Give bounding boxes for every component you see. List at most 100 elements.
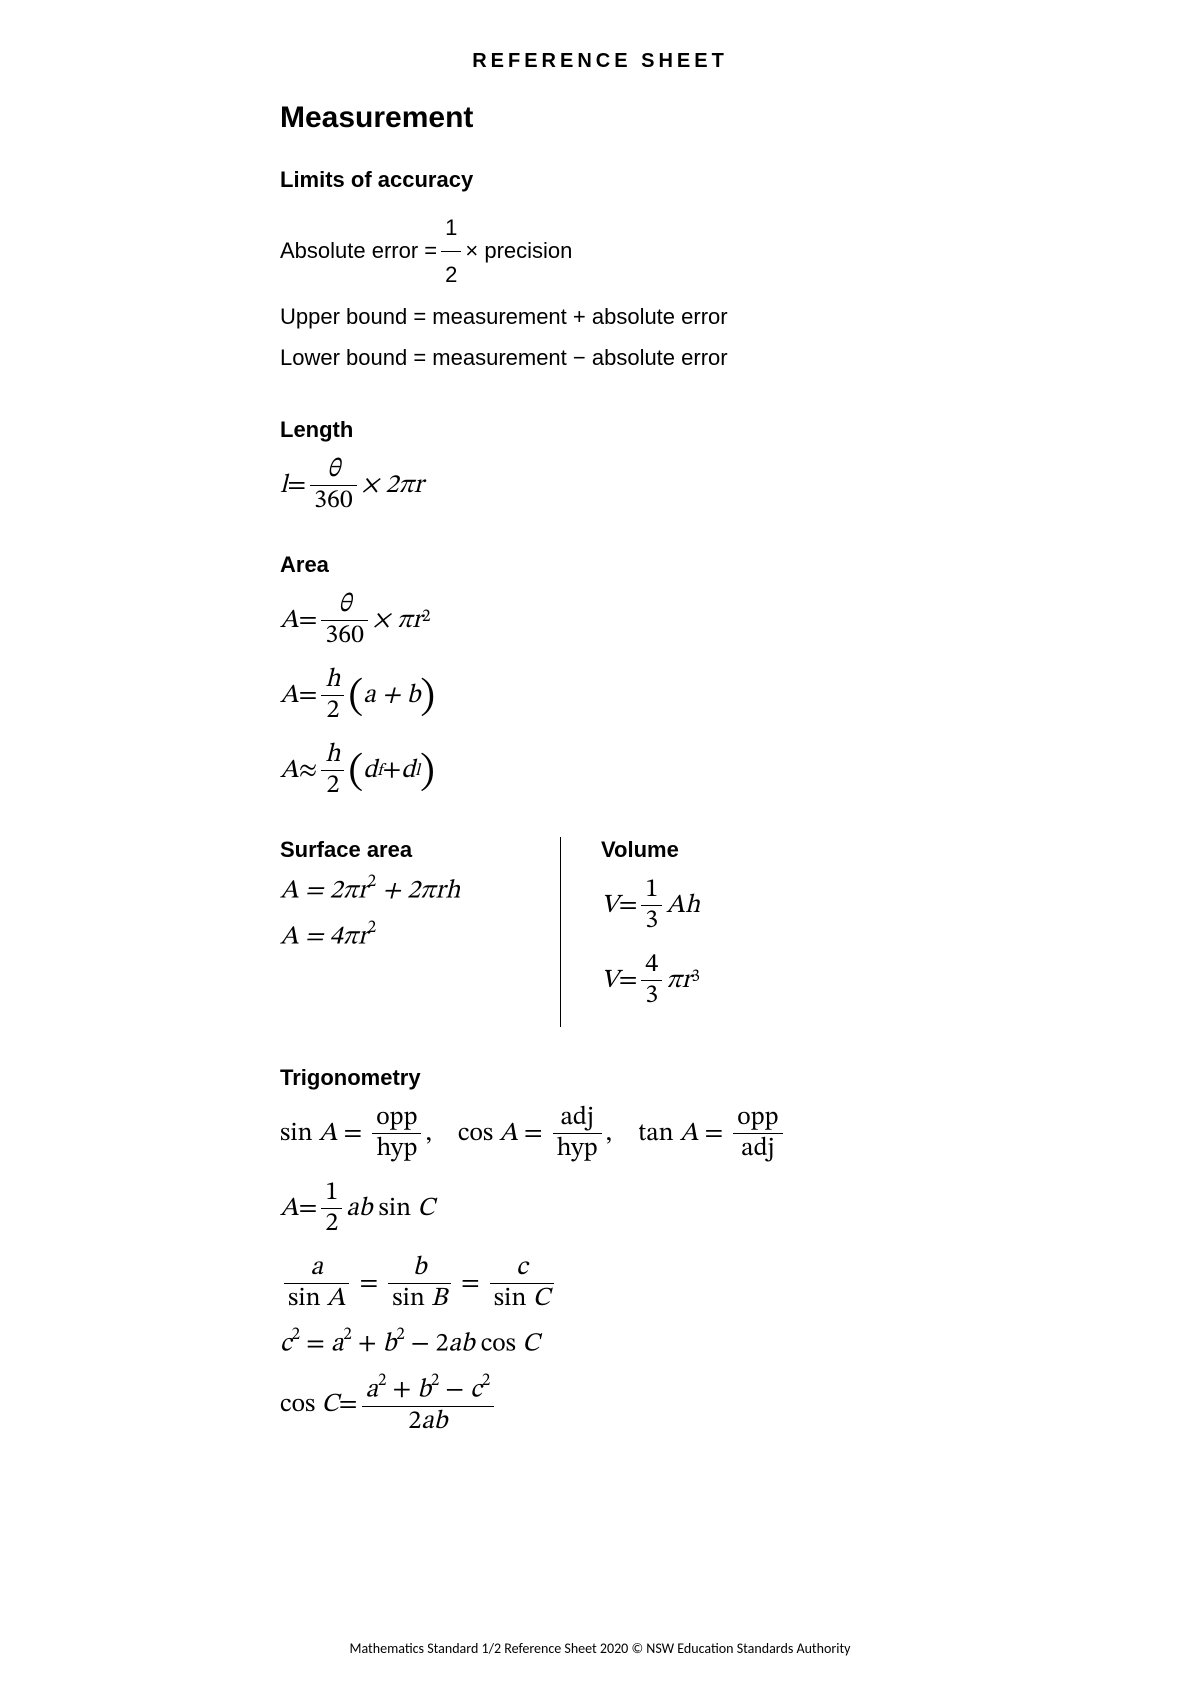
eq: =: [619, 968, 638, 994]
eq2: =: [461, 1271, 480, 1297]
suffix: Ah: [666, 893, 700, 919]
tan-ratio: tan A= opp adj: [638, 1105, 786, 1162]
frac-b: b sin B: [388, 1255, 451, 1312]
frac: 4 3: [641, 952, 662, 1009]
exp: 3: [692, 970, 700, 987]
trig-area: A = 1 2 ab sin C: [280, 1180, 920, 1237]
suffix: × 2πr: [361, 473, 424, 499]
ae: 2: [378, 1373, 386, 1390]
length-block: Length l = θ 360 × 2πr: [280, 417, 920, 514]
num: b: [409, 1255, 431, 1283]
ab: ab: [346, 1196, 372, 1222]
frac: θ 360: [321, 592, 368, 649]
num: h: [321, 667, 344, 695]
lhs: A: [280, 879, 299, 905]
comma: ,: [606, 1121, 612, 1147]
lhs: A: [280, 608, 299, 634]
lhs: A: [280, 683, 299, 709]
eq: = 2π: [299, 879, 358, 905]
volume-formula-1: V = 1 3 Ah: [601, 877, 700, 934]
den: adj: [737, 1134, 778, 1162]
rparen: ): [420, 677, 435, 719]
ab: ab: [421, 1409, 447, 1435]
r: r: [682, 968, 692, 994]
p: +: [386, 1378, 417, 1404]
a: a: [366, 1378, 378, 1404]
limits-suffix: × precision: [465, 230, 572, 272]
trig-block: Trigonometry sin A = opp hyp , cos A = adj: [280, 1065, 920, 1434]
frac: h 2: [321, 667, 344, 724]
var: A: [680, 1121, 699, 1147]
lhs: A: [280, 1196, 299, 1222]
lhs: A: [280, 925, 299, 951]
frac-num: 1: [441, 207, 461, 251]
den: 360: [310, 486, 357, 514]
c: c: [280, 1332, 292, 1358]
var: A: [327, 1286, 346, 1312]
trig-heading: Trigonometry: [280, 1065, 920, 1091]
fn: cos: [458, 1121, 493, 1147]
lhs: V: [601, 893, 619, 919]
var: B: [431, 1286, 447, 1312]
eq: =: [287, 473, 306, 499]
limits-heading: Limits of accuracy: [280, 167, 920, 193]
area-block: Area A = θ 360 × πr2 A =: [280, 552, 920, 799]
num: adj: [556, 1105, 597, 1133]
eq: ≈: [299, 758, 318, 784]
num: c: [512, 1255, 532, 1283]
den: hyp: [372, 1134, 421, 1162]
volume-heading: Volume: [601, 837, 700, 863]
two: 2: [408, 1409, 421, 1435]
area-formula-3: A ≈ h 2 (df + dl): [280, 742, 920, 799]
d1: d: [363, 758, 377, 784]
limits-line-3: Lower bound = measurement − absolute err…: [280, 337, 920, 379]
trig-ratios: sin A= opp hyp , cos A= adj hyp ,: [280, 1105, 920, 1162]
fn: tan: [638, 1121, 674, 1147]
frac-a: a sin A: [284, 1255, 349, 1312]
num: opp: [372, 1105, 421, 1133]
num: opp: [733, 1105, 782, 1133]
surface-volume-row: Surface area A = 2πr2 + 2πrh A = 4πr2 Vo…: [280, 837, 920, 1027]
fn: sin: [288, 1286, 321, 1312]
cosine-rule-1: c2 = a2 + b2 − 2ab cos C: [280, 1330, 920, 1358]
surface-formula-2: A = 4πr2: [280, 923, 540, 951]
frac: opp adj: [733, 1105, 782, 1162]
frac: adj hyp: [553, 1105, 602, 1162]
fn: sin: [494, 1286, 527, 1312]
num: h: [321, 742, 344, 770]
c: c: [470, 1378, 482, 1404]
limits-fraction: 1 2: [441, 207, 461, 296]
num: 1: [641, 877, 662, 905]
surface-heading: Surface area: [280, 837, 540, 863]
var: C: [321, 1392, 338, 1418]
var-l: l: [280, 473, 287, 499]
eq: =: [619, 893, 638, 919]
eq: =: [300, 1332, 331, 1358]
fn: cos: [481, 1332, 516, 1358]
fn: sin: [378, 1196, 411, 1222]
limits-line-2: Upper bound = measurement + absolute err…: [280, 296, 920, 338]
frac-den: 2: [441, 252, 461, 296]
num: 4: [641, 952, 662, 980]
column-divider: [560, 837, 561, 1027]
eq: =: [299, 608, 318, 634]
be: 2: [396, 1327, 404, 1344]
fn: cos: [280, 1392, 315, 1418]
den: 2: [322, 696, 343, 724]
den: hyp: [553, 1134, 602, 1162]
exp: 2: [422, 610, 430, 627]
ce: 2: [482, 1373, 490, 1390]
comma: ,: [425, 1121, 431, 1147]
page-header: REFERENCE SHEET: [0, 50, 1200, 73]
num: a2 + b2 − c2: [362, 1376, 495, 1406]
volume-col: Volume V = 1 3 Ah V: [591, 837, 700, 1027]
frac: h 2: [321, 742, 344, 799]
eq: =: [339, 1392, 358, 1418]
pi: π: [666, 968, 681, 994]
length-formula: l = θ 360 × 2πr: [280, 457, 920, 514]
r: r: [412, 608, 422, 634]
mid: + 2π: [376, 879, 435, 905]
d1s: f: [377, 764, 382, 781]
area-formula-2: A = h 2 (a + b): [280, 667, 920, 724]
content-area: Measurement Limits of accuracy Absolute …: [280, 101, 920, 1435]
